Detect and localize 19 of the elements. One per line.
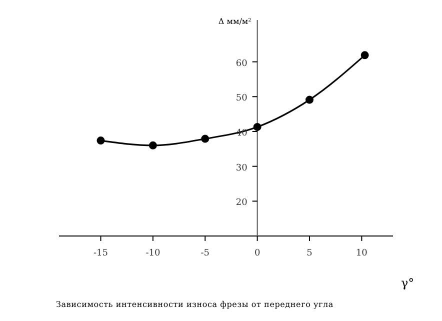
- x-tick-label: -10: [146, 248, 160, 258]
- x-tick-label: 10: [356, 248, 368, 258]
- y-tick-label: 30: [236, 163, 248, 174]
- x-tick-label: 5: [306, 248, 313, 258]
- point: [306, 96, 314, 104]
- x-axis-title: γ°: [401, 276, 414, 290]
- text: Зависимость интенсивности износа фрезы от переднего угла: [56, 300, 334, 309]
- y-axis-title: Δ мм/м²: [218, 17, 252, 26]
- point: [201, 134, 210, 143]
- y-tick-label: 50: [236, 94, 248, 104]
- point: [148, 141, 157, 150]
- x-tick-label: -15: [94, 248, 108, 258]
- point: [360, 51, 369, 60]
- y-tick-label: 20: [236, 198, 248, 208]
- y-tick-label: 60: [236, 58, 248, 69]
- point: [253, 122, 262, 131]
- x-tick-label: -5: [200, 248, 210, 258]
- x-tick-label: 0: [254, 248, 260, 258]
- point: [96, 136, 105, 145]
